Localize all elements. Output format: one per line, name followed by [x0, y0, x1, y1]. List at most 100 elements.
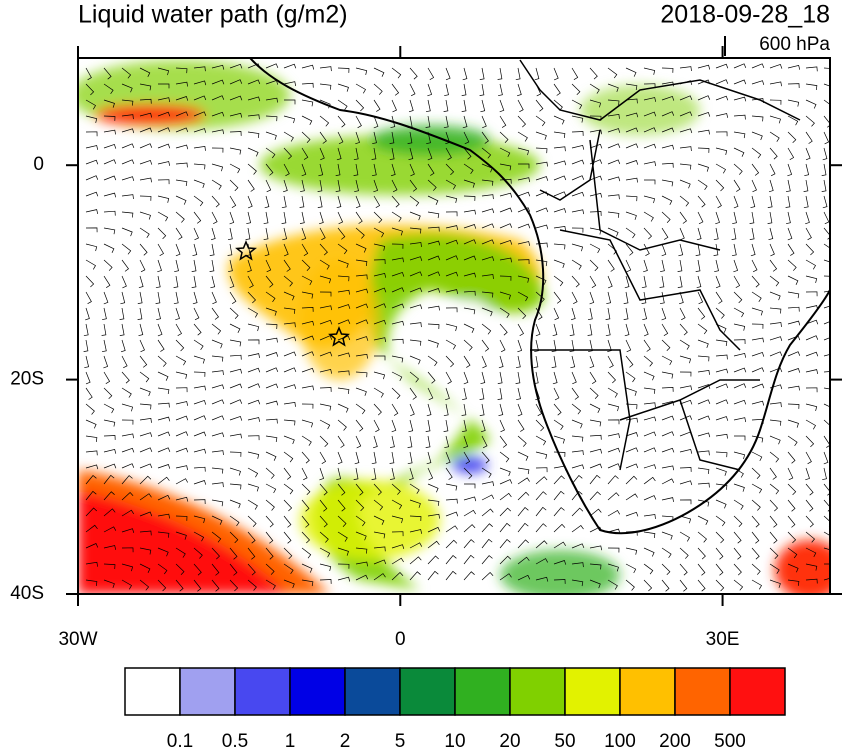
wind-barb	[211, 64, 225, 70]
wind-barb	[697, 195, 706, 208]
wind-barb	[247, 451, 260, 459]
wind-barb	[427, 467, 434, 481]
wind-barb	[733, 547, 742, 560]
colorbar-box	[674, 667, 731, 716]
wind-barb	[301, 385, 314, 391]
wind-barb	[445, 525, 458, 533]
wind-barb	[85, 175, 99, 181]
wind-barb	[337, 419, 347, 431]
wind-barb	[481, 147, 492, 159]
wind-barb	[103, 491, 115, 501]
wind-barb	[301, 320, 315, 326]
wind-barb	[553, 465, 566, 471]
wind-barb	[516, 387, 521, 401]
wind-barb	[497, 387, 503, 400]
wind-barb	[517, 403, 523, 417]
wind-barb	[805, 227, 812, 241]
wind-barb	[535, 403, 542, 417]
wind-barb	[373, 515, 385, 525]
wind-barb	[85, 291, 92, 305]
wind-barb	[427, 147, 433, 161]
wind-barb	[390, 163, 396, 177]
wind-barb	[481, 572, 494, 581]
colorbar-box	[399, 667, 456, 716]
wind-barb	[247, 179, 255, 192]
wind-barb	[697, 370, 710, 375]
wind-barb	[589, 115, 602, 121]
wind-barb	[247, 467, 259, 478]
wind-barb	[301, 547, 312, 559]
wind-barb	[427, 226, 440, 232]
wind-barb	[265, 531, 274, 544]
wind-barb	[679, 66, 692, 72]
wind-barb	[679, 385, 693, 391]
wind-barb	[607, 433, 620, 439]
wind-barb	[517, 451, 529, 461]
wind-barb	[157, 547, 169, 557]
wind-barb	[282, 227, 288, 241]
wind-barb	[787, 351, 801, 357]
wind-barb	[139, 579, 150, 591]
wind-barb	[408, 147, 414, 161]
wind-barb	[391, 531, 404, 537]
wind-barb	[570, 355, 576, 369]
colorbar-label: 0.1	[167, 731, 193, 750]
wind-barb	[769, 259, 778, 272]
wind-barb	[481, 523, 493, 533]
wind-barb	[787, 515, 796, 528]
wind-barb	[823, 353, 830, 357]
wind-barb	[121, 403, 134, 412]
wind-barb	[823, 227, 830, 240]
wind-barb	[193, 179, 205, 189]
wind-barb	[229, 147, 242, 155]
wind-barb	[175, 323, 182, 337]
wind-barb	[373, 67, 385, 77]
wind-barb	[247, 275, 254, 289]
wind-barb	[283, 563, 294, 574]
wind-barb	[319, 243, 328, 256]
wind-barb	[733, 307, 745, 318]
wind-barb	[227, 227, 233, 241]
wind-barb	[463, 239, 477, 245]
wind-barb	[678, 291, 684, 305]
wind-barb	[643, 431, 657, 437]
wind-barb	[103, 474, 115, 485]
wind-barb	[625, 339, 632, 353]
wind-barb	[679, 531, 690, 542]
wind-barb	[661, 415, 675, 421]
site-marker	[235, 240, 257, 261]
wind-barb	[805, 578, 818, 584]
wind-barb	[769, 563, 780, 574]
wind-barb	[409, 542, 423, 549]
wind-barb	[85, 243, 98, 252]
wind-barb	[301, 82, 314, 88]
wind-barb	[569, 323, 575, 336]
wind-barb	[157, 195, 170, 203]
wind-barb	[697, 323, 708, 335]
wind-barb	[679, 307, 686, 321]
wind-barb	[769, 547, 779, 560]
wind-barb	[264, 195, 270, 209]
wind-barb	[751, 80, 765, 86]
wind-barb	[174, 259, 179, 273]
wind-barb	[391, 371, 403, 382]
wind-barb	[679, 227, 685, 241]
wind-barb	[193, 339, 204, 350]
wind-barb	[211, 79, 225, 85]
wind-barb	[769, 451, 780, 463]
wind-barb	[535, 161, 548, 167]
wind-barb	[679, 415, 693, 421]
wind-barb	[535, 435, 547, 446]
wind-barb	[247, 367, 261, 373]
wind-barb	[479, 403, 485, 416]
wind-barb	[409, 242, 422, 247]
wind-barb	[337, 515, 347, 527]
wind-barb	[247, 483, 259, 492]
wind-barb	[715, 563, 724, 576]
wind-barb	[697, 579, 706, 592]
wind-barb	[158, 83, 170, 89]
wind-barb	[607, 275, 613, 289]
wind-barb	[121, 211, 134, 218]
wind-barb	[265, 275, 274, 288]
wind-barb	[805, 291, 818, 297]
